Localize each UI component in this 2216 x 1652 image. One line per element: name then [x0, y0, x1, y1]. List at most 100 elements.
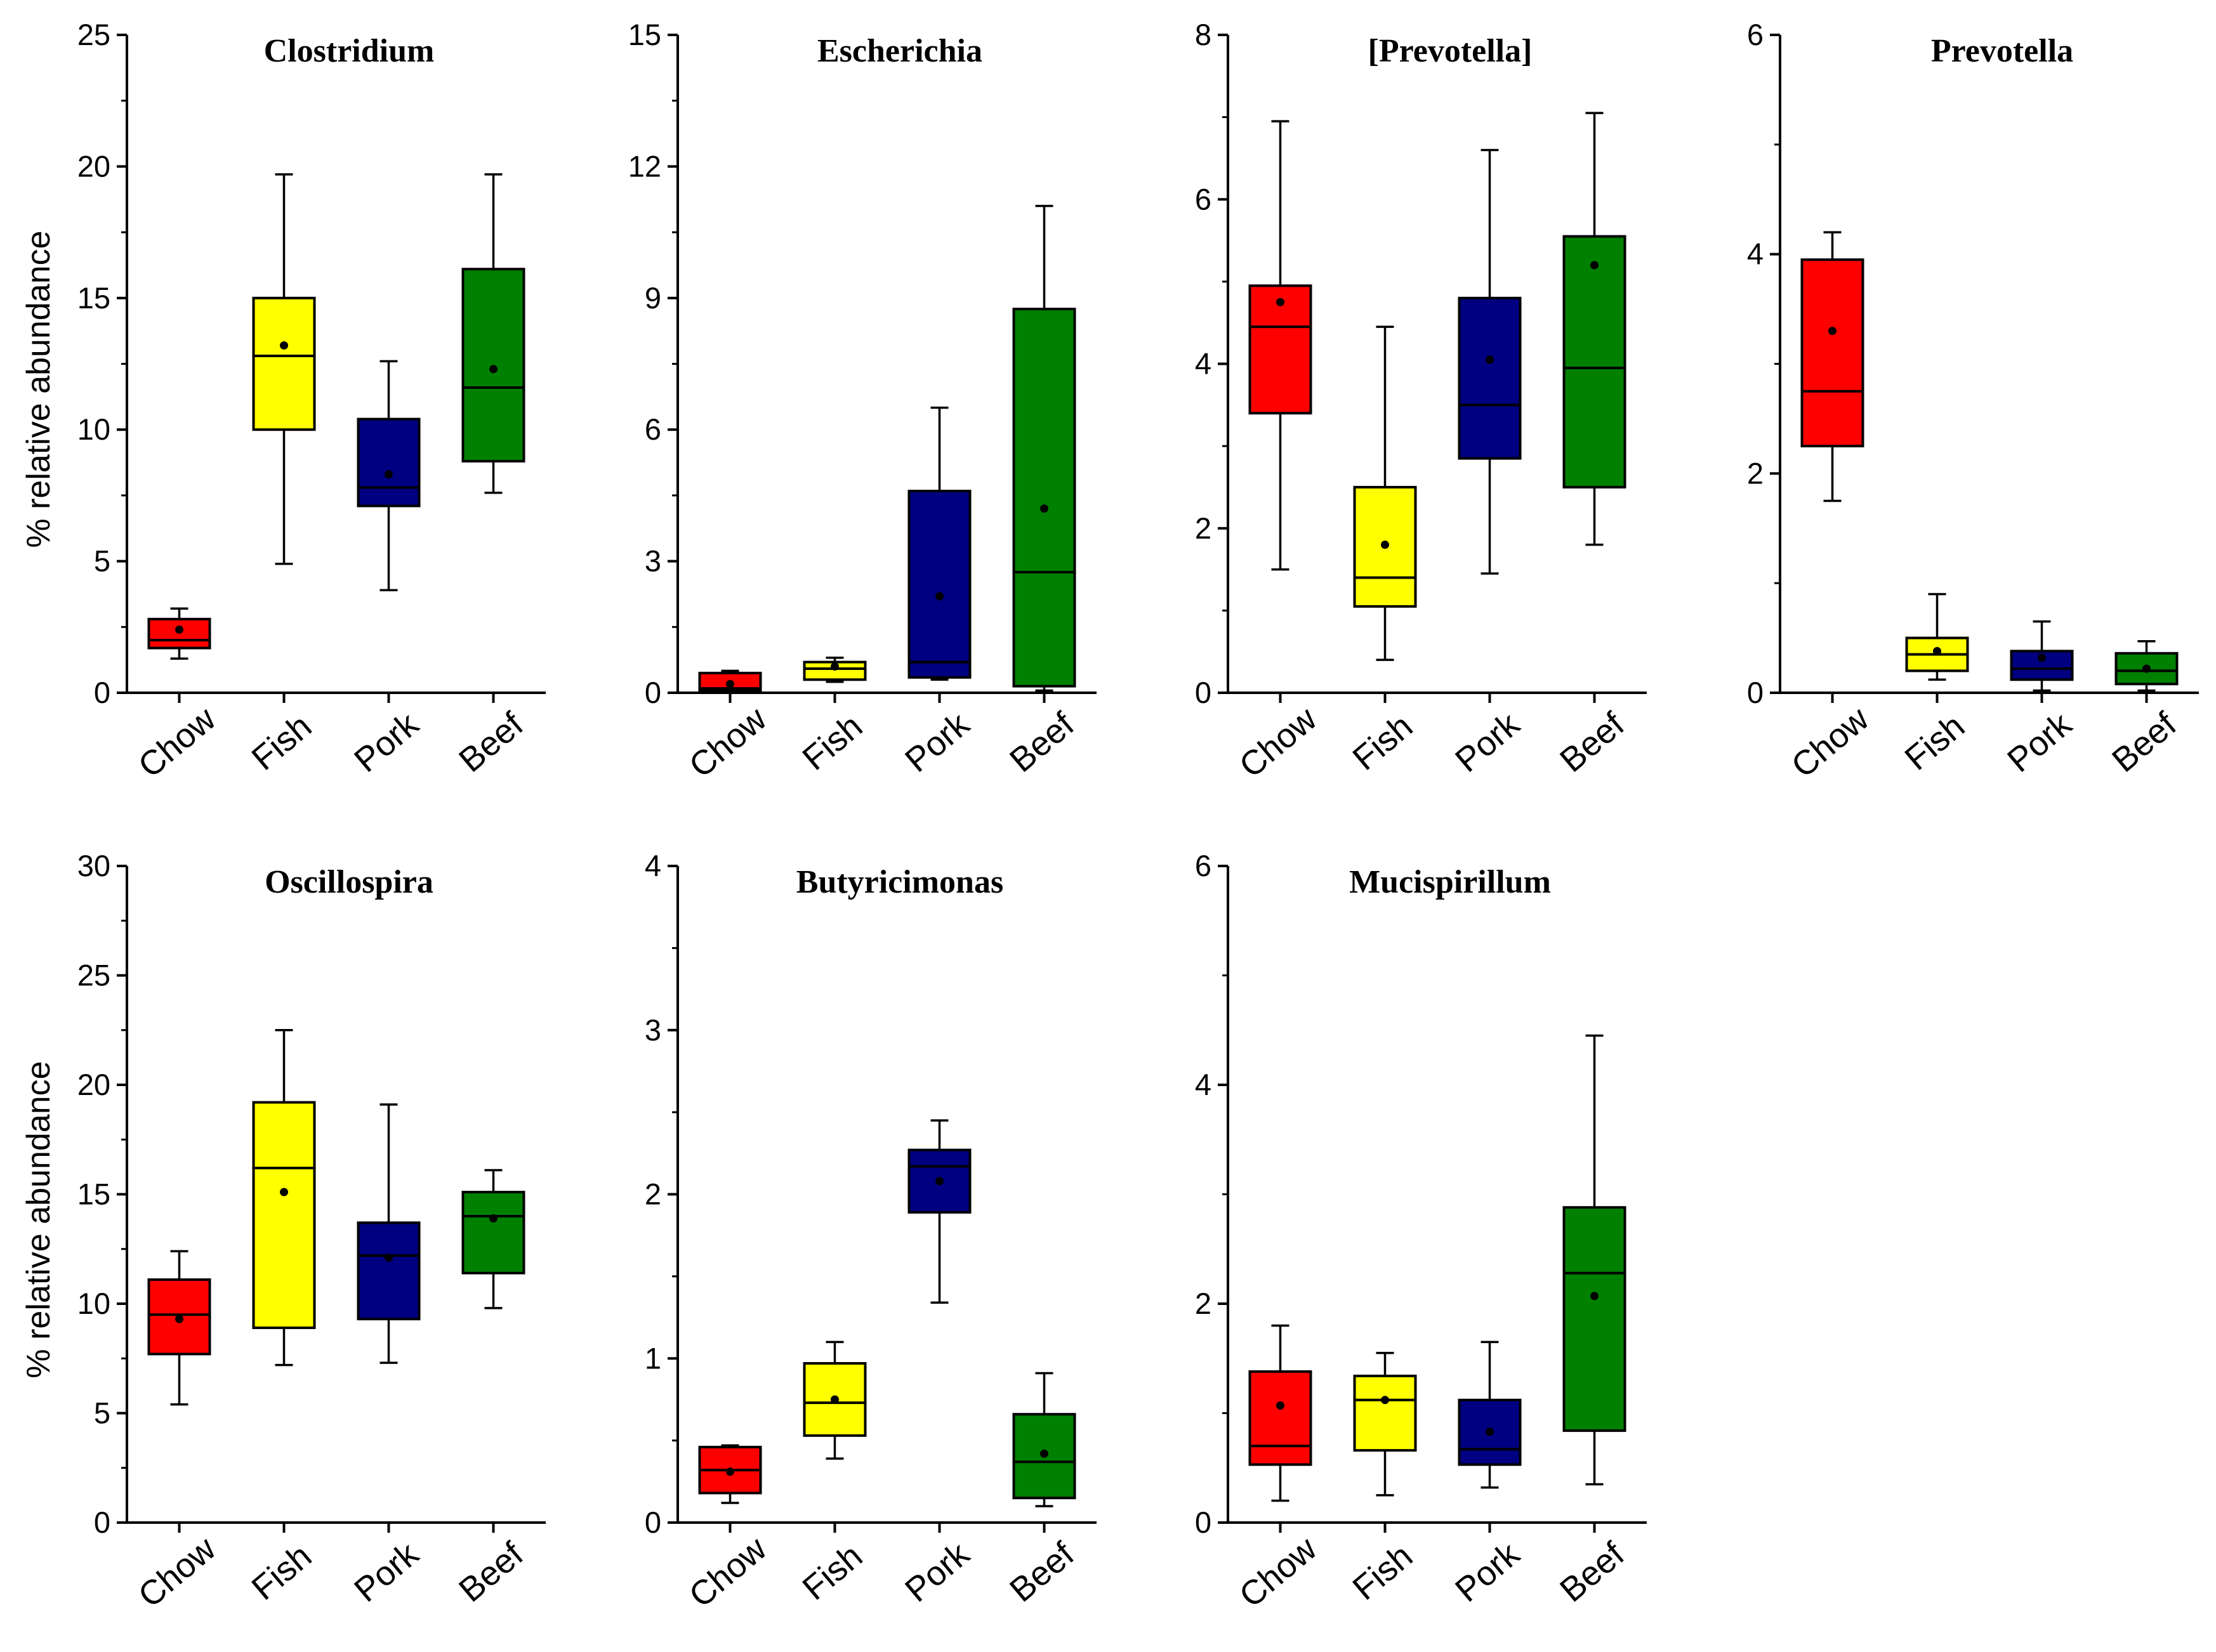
category-label-pork: Pork	[347, 1535, 426, 1609]
box-fish	[252, 173, 316, 565]
box-pork	[907, 1119, 972, 1304]
mean-point	[1276, 1401, 1284, 1410]
box-fish	[252, 1029, 316, 1367]
mean-point	[1590, 1292, 1599, 1301]
mean-point	[280, 1188, 288, 1196]
mean-point	[280, 341, 288, 350]
box-beef	[1562, 1034, 1626, 1486]
mean-point	[385, 470, 393, 479]
box-iqr	[1248, 1370, 1312, 1466]
box-iqr	[461, 1191, 525, 1275]
box-iqr	[1800, 258, 1864, 448]
panel-5: 0 5 10 15 20 25 30 % relative abundance Oscillos…	[20, 849, 546, 1615]
box-iqr	[252, 1101, 316, 1329]
mean-point	[1381, 541, 1389, 549]
y-tick-label: 15	[628, 18, 661, 51]
y-tick-label: 0	[94, 1505, 110, 1539]
y-tick-label: 15	[77, 281, 110, 315]
category-label-chow: Chow	[1232, 1529, 1324, 1615]
y-tick-label: 12	[628, 149, 661, 183]
y-tick-label: 3	[645, 1013, 661, 1047]
category-label-beef: Beef	[452, 1535, 531, 1609]
box-pork	[1458, 1341, 1522, 1489]
category-label-chow: Chow	[131, 1529, 223, 1615]
mean-point	[385, 1254, 393, 1262]
y-tick-label: 6	[645, 412, 661, 446]
mean-point	[1828, 327, 1837, 336]
y-axis-label: % relative abundance	[20, 1061, 57, 1378]
box-pork	[1458, 148, 1522, 575]
box-iqr	[1012, 308, 1076, 688]
panel-4: 0 2 4 6 Prevotella Chow Fish Pork Beef	[1747, 18, 2199, 785]
panel-title: Butyricimonas	[796, 864, 1003, 900]
y-tick-label: 5	[94, 544, 110, 578]
box-fish	[803, 656, 867, 683]
y-tick-label: 8	[1195, 18, 1211, 51]
category-label-pork: Pork	[898, 705, 977, 780]
category-label-beef: Beef	[1003, 1535, 1081, 1609]
panel-3: 0 2 4 6 8 [Prevotella] Chow Fish Pork Beef	[1195, 18, 1647, 785]
box-beef	[461, 173, 525, 494]
y-tick-label: 1	[645, 1341, 661, 1375]
y-tick-label: 4	[1195, 347, 1211, 381]
category-label-fish: Fish	[1346, 707, 1420, 778]
mean-point	[175, 1314, 183, 1323]
y-tick-label: 0	[94, 676, 110, 709]
y-tick-label: 0	[645, 1505, 661, 1539]
box-iqr	[357, 417, 421, 508]
mean-point	[175, 625, 183, 634]
box-fish	[1353, 1351, 1417, 1497]
category-label-pork: Pork	[1448, 705, 1527, 780]
box-iqr	[907, 489, 972, 679]
mean-point	[1276, 298, 1284, 306]
box-beef	[1012, 204, 1076, 692]
box-iqr	[1562, 235, 1626, 488]
box-iqr	[1562, 1206, 1626, 1432]
y-tick-label: 6	[1195, 182, 1211, 216]
mean-point	[489, 1214, 498, 1223]
mean-point	[2038, 653, 2046, 662]
box-beef	[1562, 112, 1626, 546]
category-label-pork: Pork	[2000, 705, 2079, 780]
box-fish	[1905, 593, 1969, 681]
category-label-fish: Fish	[245, 1537, 319, 1608]
mean-point	[1040, 1449, 1048, 1458]
mean-point	[726, 679, 734, 688]
panel-title: Clostridium	[264, 33, 435, 69]
category-label-chow: Chow	[682, 1529, 774, 1615]
category-label-beef: Beef	[2105, 705, 2184, 780]
box-iqr	[1248, 284, 1312, 415]
category-label-beef: Beef	[1003, 705, 1081, 780]
mean-point	[2142, 664, 2151, 673]
mean-point	[1486, 355, 1494, 364]
y-tick-label: 2	[1747, 456, 1764, 490]
y-tick-label: 0	[645, 676, 661, 709]
y-tick-label: 15	[77, 1177, 110, 1211]
category-label-fish: Fish	[1346, 1537, 1420, 1608]
mean-point	[489, 365, 498, 374]
panel-6: 0 1 2 3 4 Butyricimonas Chow Fish Pork Beef	[645, 849, 1097, 1615]
y-tick-label: 0	[1195, 676, 1211, 709]
y-tick-label: 9	[645, 281, 661, 315]
panel-title: Prevotella	[1931, 33, 2073, 69]
y-tick-label: 10	[77, 412, 110, 446]
box-chow	[1248, 1324, 1312, 1502]
box-chow	[1800, 231, 1864, 502]
y-tick-label: 4	[645, 849, 661, 882]
y-tick-label: 20	[77, 149, 110, 183]
box-chow	[147, 1250, 211, 1406]
panel-2: 0 3 6 9 12 15 Escherichia Chow Fish Pork Beef	[628, 18, 1097, 785]
box-beef	[461, 1169, 525, 1309]
category-label-pork: Pork	[898, 1535, 977, 1609]
box-beef	[2114, 640, 2179, 692]
box-chow	[698, 1444, 762, 1504]
y-tick-label: 2	[645, 1177, 661, 1211]
panel-title: Mucispirillum	[1349, 864, 1551, 900]
y-tick-label: 2	[1195, 511, 1211, 545]
y-axis-label: % relative abundance	[20, 230, 57, 547]
panel-title: Escherichia	[817, 33, 982, 69]
mean-point	[1486, 1427, 1494, 1436]
mean-point	[831, 1395, 839, 1404]
category-label-beef: Beef	[1553, 705, 1632, 780]
box-chow	[698, 669, 762, 694]
